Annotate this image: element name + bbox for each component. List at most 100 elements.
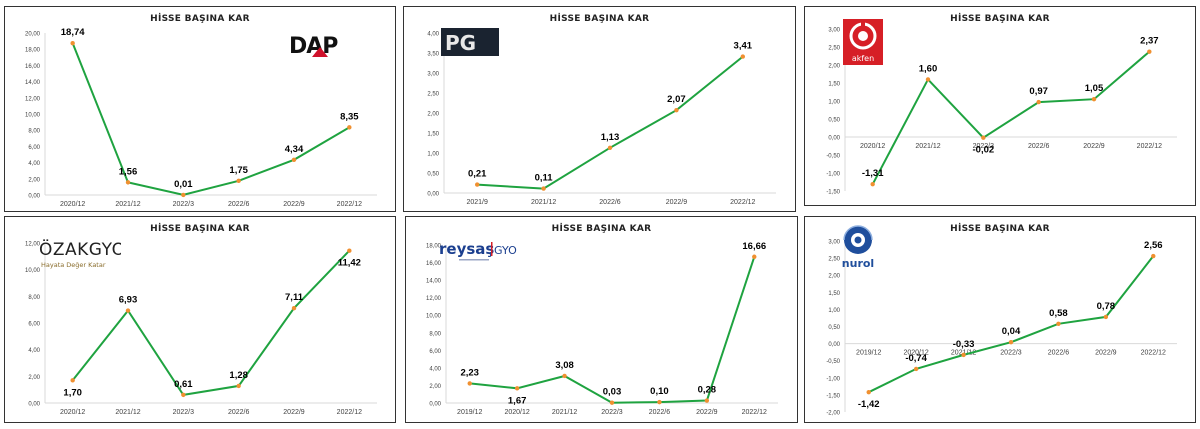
data-point — [704, 398, 710, 403]
y-tick-label: 4,00 — [28, 161, 40, 167]
data-label: 0,61 — [174, 379, 193, 390]
chart-title: HİSSE BAŞINA KAR — [551, 224, 652, 234]
data-point — [913, 366, 919, 372]
y-tick-label: 2,00 — [828, 274, 840, 280]
data-point — [1147, 49, 1152, 54]
data-point — [925, 77, 931, 82]
data-label: 6,93 — [119, 295, 138, 306]
x-tick-label: 2022/3 — [173, 409, 195, 416]
y-tick-label: 10,00 — [25, 113, 41, 119]
data-label: 0,11 — [535, 173, 554, 184]
svg-text:nurol: nurol — [842, 257, 874, 270]
svg-text:DAP: DAP — [289, 34, 338, 57]
y-tick-label: 0,00 — [828, 342, 840, 348]
data-point — [181, 192, 186, 198]
x-tick-label: 2021/12 — [115, 409, 140, 416]
y-tick-label: 2,50 — [828, 257, 840, 263]
x-tick-label: 2022/9 — [696, 409, 718, 416]
x-tick-label: 2020/12 — [903, 350, 928, 357]
x-tick-label: 2022/6 — [1028, 143, 1050, 150]
data-label: -1,42 — [858, 399, 880, 410]
data-point — [1008, 340, 1014, 345]
y-tick-label: 2,00 — [28, 375, 40, 381]
chart-panel-akfen: -1,50 -1,00 -0,50 0,00 0,50 1,00 1,50 2,00 2,50 3… — [804, 6, 1196, 206]
data-point — [1056, 321, 1061, 326]
y-tick-label: -1,50 — [826, 190, 840, 196]
data-label: 7,11 — [285, 292, 304, 303]
y-tick-label: 16,00 — [25, 64, 41, 70]
x-tick-label: 2022/12 — [742, 409, 767, 416]
y-tick-label: 0,00 — [28, 194, 40, 200]
chart-title: HİSSE BAŞINA KAR — [950, 14, 1050, 24]
chart-panel-pg: 0,00 0,50 1,00 1,50 2,00 2,50 3,00 3,50 4,00 2021… — [403, 6, 796, 212]
y-tick-label: 4,00 — [429, 366, 441, 372]
y-tick-label: 6,00 — [429, 349, 441, 355]
y-tick-label: 0,50 — [427, 172, 439, 178]
x-tick-label: 2022/9 — [283, 409, 305, 416]
chart-reysas: 0,00 2,00 4,00 6,00 8,00 10,00 12,00 14,00 16,00… — [426, 241, 778, 416]
data-label: 1,28 — [229, 370, 248, 381]
x-tick-label: 2022/6 — [1048, 350, 1070, 357]
data-label: 2,07 — [667, 94, 686, 105]
y-tick-label: 14,00 — [426, 279, 442, 285]
y-tick-label: 3,50 — [427, 52, 439, 58]
data-point — [740, 54, 745, 59]
x-tick-label: 2022/6 — [228, 201, 250, 208]
y-tick-label: 8,00 — [28, 295, 40, 301]
y-tick-label: 18,00 — [25, 48, 41, 54]
data-point — [562, 373, 567, 379]
y-tick-label: 6,00 — [28, 145, 40, 151]
y-tick-label: 2,00 — [429, 384, 441, 390]
y-tick-label: 8,00 — [429, 331, 441, 337]
data-label: -0,74 — [905, 353, 927, 364]
data-point — [961, 352, 966, 358]
x-tick-label: 2022/9 — [1083, 143, 1105, 150]
x-tick-label: 2019/12 — [856, 350, 881, 357]
y-tick-label: 16,00 — [426, 261, 442, 267]
y-tick-label: 0,00 — [28, 402, 40, 408]
y-tick-label: 2,50 — [828, 46, 840, 52]
data-label: 1,13 — [601, 132, 620, 143]
series-line — [477, 55, 744, 190]
data-label: 0,58 — [1049, 308, 1068, 319]
chart-dap: 0,00 2,00 4,00 6,00 8,00 10,00 12,00 14,00 16,00… — [25, 27, 377, 208]
data-label: 0,28 — [698, 385, 717, 396]
data-label: 1,60 — [919, 63, 938, 74]
x-tick-label: 2022/3 — [973, 143, 995, 150]
y-tick-label: 0,50 — [828, 325, 840, 331]
chart-akfen: -1,50 -1,00 -0,50 0,00 0,50 1,00 1,50 2,00 2,50 3… — [826, 28, 1177, 196]
svg-text:ÖZAKGYO: ÖZAKGYO — [39, 238, 121, 260]
data-label: 16,66 — [742, 241, 766, 252]
y-tick-label: 8,00 — [28, 129, 40, 135]
x-tick-label: 2022/12 — [337, 409, 362, 416]
data-point — [752, 254, 757, 259]
data-point — [70, 378, 75, 383]
y-tick-label: 3,00 — [828, 240, 840, 246]
y-tick-label: -1,00 — [826, 172, 840, 178]
data-point — [467, 381, 472, 386]
series-line — [71, 250, 351, 396]
y-tick-label: 4,00 — [427, 32, 439, 38]
x-tick-label: 2022/6 — [599, 199, 621, 206]
svg-text:akfen: akfen — [852, 54, 874, 63]
data-label: 0,03 — [603, 387, 622, 398]
x-tick-label: 2022/12 — [730, 199, 755, 206]
y-tick-label: -0,50 — [826, 154, 840, 160]
y-tick-label: 2,50 — [427, 92, 439, 98]
y-tick-label: 1,00 — [427, 152, 439, 158]
x-tick-label: 2020/12 — [60, 409, 85, 416]
y-tick-label: 14,00 — [25, 80, 41, 86]
y-tick-label: 6,00 — [28, 322, 40, 328]
chart-title: HİSSE BAŞINA KAR — [549, 14, 650, 24]
x-tick-label: 2021/12 — [552, 409, 577, 416]
data-label: 1,67 — [508, 395, 527, 406]
series-line — [71, 42, 350, 196]
data-point — [347, 248, 352, 253]
data-point — [870, 181, 875, 187]
y-tick-label: 4,00 — [28, 348, 40, 354]
data-point — [1036, 99, 1041, 105]
y-tick-label: 0,00 — [828, 136, 840, 142]
y-tick-label: 2,00 — [828, 64, 840, 70]
data-label: 2,56 — [1144, 240, 1163, 251]
svg-text:Hayata Değer Katar: Hayata Değer Katar — [41, 261, 106, 269]
